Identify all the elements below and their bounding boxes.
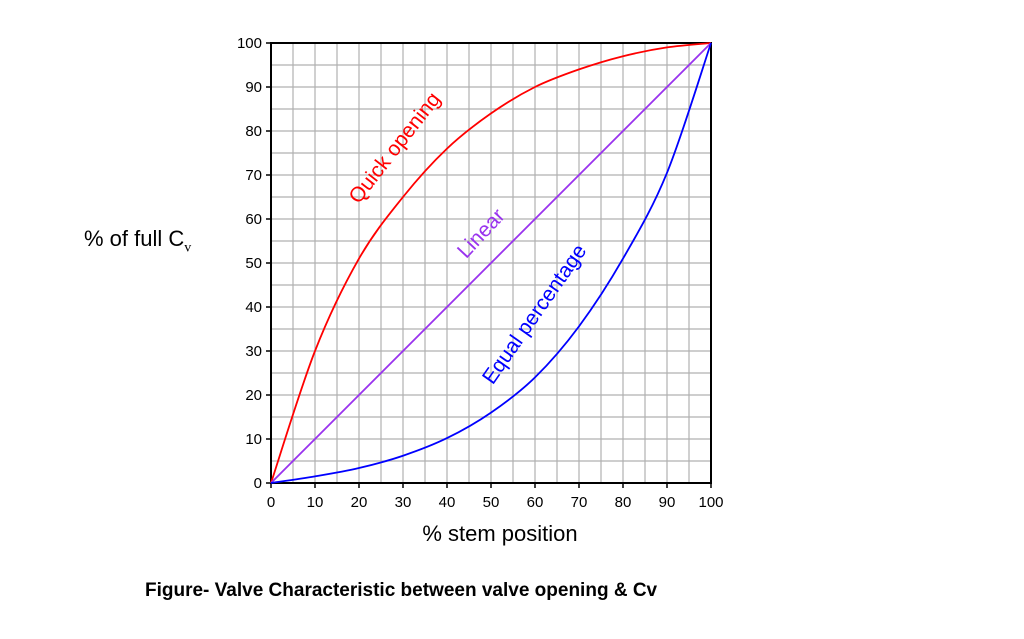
x-tick-label: 100 xyxy=(698,494,723,511)
y-tick-label: 80 xyxy=(245,123,262,140)
x-tick-label: 50 xyxy=(483,494,500,511)
y-tick-label: 60 xyxy=(245,211,262,228)
x-tick-label: 60 xyxy=(527,494,544,511)
y-tick-label: 50 xyxy=(245,255,262,272)
series-line-linear xyxy=(270,42,712,484)
y-tick-label: 70 xyxy=(245,167,262,184)
y-tick-label: 90 xyxy=(245,79,262,96)
y-tick-label: 0 xyxy=(254,475,262,492)
y-tick-label: 40 xyxy=(245,299,262,316)
y-tick-label: 20 xyxy=(245,387,262,404)
figure-caption: Figure- Valve Characteristic between val… xyxy=(145,580,658,601)
x-tick-label: 80 xyxy=(615,494,632,511)
x-tick-label: 40 xyxy=(439,494,456,511)
x-tick-label: 90 xyxy=(659,494,676,511)
y-tick-label: 30 xyxy=(245,343,262,360)
x-tick-label: 0 xyxy=(267,494,275,511)
y-axis-label: % of full Cv xyxy=(84,226,192,256)
x-tick-label: 10 xyxy=(307,494,324,511)
y-tick-label: 100 xyxy=(237,35,262,52)
x-tick-label: 70 xyxy=(571,494,588,511)
series-line-equal-percentage xyxy=(270,42,712,484)
series-label: Quick opening xyxy=(344,88,445,208)
x-tick-label: 20 xyxy=(351,494,368,511)
y-tick-label: 10 xyxy=(245,431,262,448)
x-axis-label: % stem position xyxy=(422,521,578,546)
series-line-quick-opening xyxy=(270,42,712,484)
x-tick-label: 30 xyxy=(395,494,412,511)
